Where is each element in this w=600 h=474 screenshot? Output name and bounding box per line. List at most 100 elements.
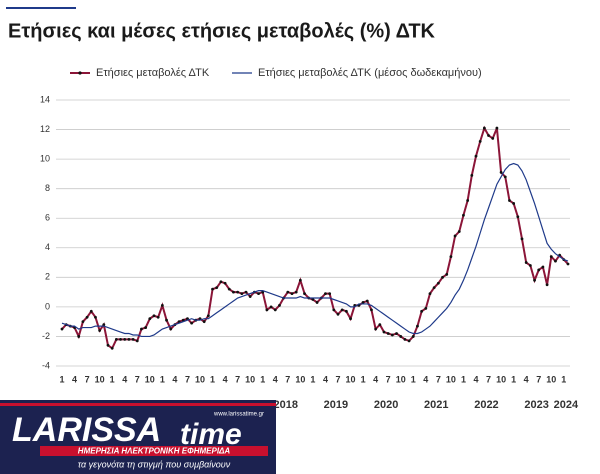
- x-tick-label: 1: [561, 374, 566, 384]
- logo-brand2: time: [180, 418, 242, 451]
- x-tick-label: 4: [273, 374, 278, 384]
- point: [554, 259, 557, 263]
- point: [77, 335, 81, 338]
- point: [311, 298, 315, 301]
- point: [119, 338, 122, 341]
- point: [524, 261, 528, 264]
- point: [336, 312, 340, 316]
- point: [370, 308, 373, 312]
- x-tick-label: 4: [72, 374, 77, 384]
- point: [416, 324, 419, 328]
- point: [240, 292, 244, 295]
- point: [244, 290, 248, 294]
- point: [152, 314, 156, 318]
- x-tick-label: 1: [260, 374, 265, 384]
- point: [294, 290, 298, 294]
- logo-bar: [40, 446, 268, 456]
- x-tick-label: 7: [436, 374, 441, 384]
- point: [432, 286, 436, 290]
- legend-label: Ετήσιες μεταβολές ΔΤΚ (μέσος δωδεκαμήνου…: [258, 67, 482, 79]
- x-tick-label: 7: [386, 374, 391, 384]
- x-tick-label: 10: [145, 374, 155, 384]
- point: [148, 317, 152, 321]
- x-tick-label: 10: [396, 374, 406, 384]
- point: [106, 343, 110, 347]
- point: [399, 335, 403, 338]
- point: [232, 290, 235, 294]
- point: [549, 255, 553, 259]
- point: [495, 126, 499, 130]
- point: [160, 304, 164, 307]
- point: [85, 315, 89, 319]
- point: [499, 171, 503, 174]
- point: [436, 281, 440, 285]
- legend-label: Ετήσιες μεταβολές ΔΤΚ: [96, 67, 210, 79]
- y-tick-label: 10: [40, 153, 50, 163]
- point: [420, 309, 424, 313]
- point: [269, 305, 273, 309]
- x-tick-label: 1: [511, 374, 516, 384]
- point: [211, 287, 214, 291]
- point: [332, 308, 336, 312]
- x-tick-label: 7: [285, 374, 290, 384]
- point: [190, 321, 194, 325]
- point: [315, 301, 319, 304]
- x-tick-label: 4: [122, 374, 127, 384]
- logo-tagline: τα γεγονότα τη στιγμή που συμβαίνουν: [78, 459, 231, 469]
- point: [156, 315, 160, 319]
- y-tick-label: 2: [45, 272, 50, 282]
- point: [273, 308, 277, 312]
- point: [110, 346, 114, 350]
- x-tick-label: 7: [85, 374, 90, 384]
- point: [60, 327, 64, 331]
- point: [303, 292, 306, 295]
- point: [215, 286, 219, 290]
- point: [378, 323, 382, 327]
- year-label: 2022: [474, 399, 498, 411]
- point: [487, 134, 490, 137]
- logo-box: [0, 400, 276, 474]
- y-tick-label: -4: [42, 360, 50, 370]
- point: [453, 234, 457, 238]
- year-label: 2021: [424, 399, 448, 411]
- point: [520, 237, 524, 241]
- x-tick-label: 10: [195, 374, 205, 384]
- point: [466, 199, 470, 202]
- point: [445, 272, 449, 276]
- x-tick-label: 4: [373, 374, 378, 384]
- x-tick-label: 7: [235, 374, 240, 384]
- x-tick-label: 1: [411, 374, 416, 384]
- point: [81, 320, 85, 324]
- logo: LARISSA time www.larissatime.gr ΗΜΕΡΗΣΙΑ…: [0, 400, 276, 474]
- x-tick-label: 10: [95, 374, 105, 384]
- x-tick-label: 1: [361, 374, 366, 384]
- point: [395, 332, 398, 335]
- point: [462, 213, 465, 217]
- x-tick-label: 1: [310, 374, 315, 384]
- point: [516, 215, 520, 219]
- point: [537, 268, 541, 272]
- x-tick-label: 1: [110, 374, 115, 384]
- point: [528, 264, 532, 267]
- point: [123, 338, 127, 341]
- x-tick-label: 7: [486, 374, 491, 384]
- point: [227, 287, 231, 291]
- year-label: 2023: [524, 399, 548, 411]
- point: [349, 317, 352, 321]
- y-tick-label: 8: [45, 183, 50, 193]
- point: [140, 327, 143, 331]
- point: [428, 292, 432, 295]
- point: [114, 338, 118, 341]
- logo-subtitle: ΗΜΕΡΗΣΙΑ ΗΛΕΚΤΡΟΝΙΚΗ ΕΦΗΜΕΡΙΔΑ: [78, 447, 231, 456]
- point: [344, 309, 348, 313]
- point: [206, 314, 210, 318]
- point: [361, 301, 365, 304]
- y-tick-label: 14: [40, 94, 50, 104]
- x-tick-label: 7: [536, 374, 541, 384]
- point: [223, 281, 227, 285]
- point: [403, 338, 407, 341]
- point: [533, 278, 536, 282]
- logo-brand: LARISSA: [12, 411, 161, 449]
